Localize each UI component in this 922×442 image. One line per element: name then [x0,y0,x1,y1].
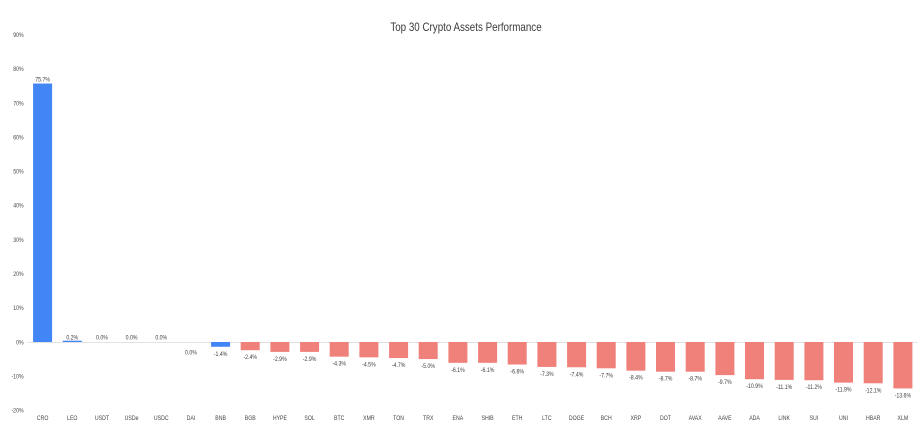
svg-text:75.7%: 75.7% [35,77,50,84]
svg-text:90%: 90% [13,32,24,39]
svg-text:80%: 80% [13,66,24,73]
svg-text:SUI: SUI [810,415,819,422]
svg-text:0.0%: 0.0% [185,350,197,357]
svg-text:-4.3%: -4.3% [332,361,346,368]
svg-text:0.0%: 0.0% [96,335,108,342]
svg-text:20%: 20% [13,271,24,278]
svg-text:-2.4%: -2.4% [243,354,257,361]
svg-text:-8.7%: -8.7% [659,376,673,383]
svg-text:60%: 60% [13,134,24,141]
svg-text:30%: 30% [13,237,24,244]
svg-text:-5.0%: -5.0% [421,363,435,370]
svg-text:UNI: UNI [839,415,848,422]
svg-text:USDT: USDT [95,415,109,422]
svg-text:-11.9%: -11.9% [835,387,851,394]
svg-text:USDC: USDC [154,415,169,422]
svg-text:TON: TON [393,415,404,422]
svg-text:LTC: LTC [542,415,552,422]
svg-text:LINK: LINK [778,415,790,422]
svg-text:XMR: XMR [363,415,375,422]
svg-text:-8.4%: -8.4% [629,375,643,382]
svg-text:HYPE: HYPE [273,415,288,422]
svg-text:-13.6%: -13.6% [895,392,912,399]
svg-text:-2.9%: -2.9% [273,356,287,363]
svg-text:XRP: XRP [631,415,642,422]
svg-text:HBAR: HBAR [866,415,881,422]
svg-text:AAVE: AAVE [718,415,732,422]
svg-text:10%: 10% [13,305,24,312]
svg-text:-10.9%: -10.9% [746,383,763,390]
svg-text:0%: 0% [16,339,24,346]
svg-text:-7.4%: -7.4% [570,371,584,378]
svg-text:AVAX: AVAX [689,415,703,422]
svg-text:70%: 70% [13,100,24,107]
svg-text:ETH: ETH [512,415,523,422]
svg-text:ADA: ADA [749,415,760,422]
svg-text:-12.1%: -12.1% [865,387,882,394]
svg-text:0.0%: 0.0% [126,335,138,342]
svg-text:-2.9%: -2.9% [303,356,317,363]
svg-text:-6.1%: -6.1% [451,367,465,374]
svg-text:50%: 50% [13,169,24,176]
svg-text:DOT: DOT [660,415,671,422]
svg-text:0.0%: 0.0% [155,335,167,342]
svg-text:DOGE: DOGE [569,415,585,422]
svg-text:-20%: -20% [11,408,23,415]
svg-text:SOL: SOL [304,415,315,422]
svg-text:ENA: ENA [453,415,464,422]
svg-text:-8.7%: -8.7% [688,376,702,383]
svg-text:-11.1%: -11.1% [776,384,792,391]
svg-text:BCH: BCH [601,415,612,422]
svg-text:-11.2%: -11.2% [806,384,822,391]
svg-text:-1.4%: -1.4% [214,351,228,358]
svg-text:BGB: BGB [245,415,256,422]
svg-text:-10%: -10% [11,373,23,380]
svg-text:40%: 40% [13,203,24,210]
svg-text:-7.7%: -7.7% [599,372,613,379]
svg-text:BNB: BNB [215,415,226,422]
svg-text:DAI: DAI [187,415,196,422]
svg-text:USDe: USDe [125,415,139,422]
svg-text:-4.5%: -4.5% [362,361,376,368]
svg-text:LEO: LEO [67,415,77,422]
svg-text:-6.6%: -6.6% [510,369,524,376]
svg-text:SHIB: SHIB [481,415,493,422]
svg-text:BTC: BTC [334,415,345,422]
svg-text:-6.1%: -6.1% [481,367,495,374]
svg-text:-7.3%: -7.3% [540,371,554,378]
svg-text:-4.7%: -4.7% [392,362,406,369]
svg-text:CRO: CRO [37,415,49,422]
svg-text:-9.7%: -9.7% [718,379,732,386]
svg-text:TRX: TRX [423,415,434,422]
svg-text:0.2%: 0.2% [66,335,78,342]
svg-text:Top 30 Crypto Assets Performan: Top 30 Crypto Assets Performance [390,20,542,34]
svg-text:XLM: XLM [898,415,909,422]
